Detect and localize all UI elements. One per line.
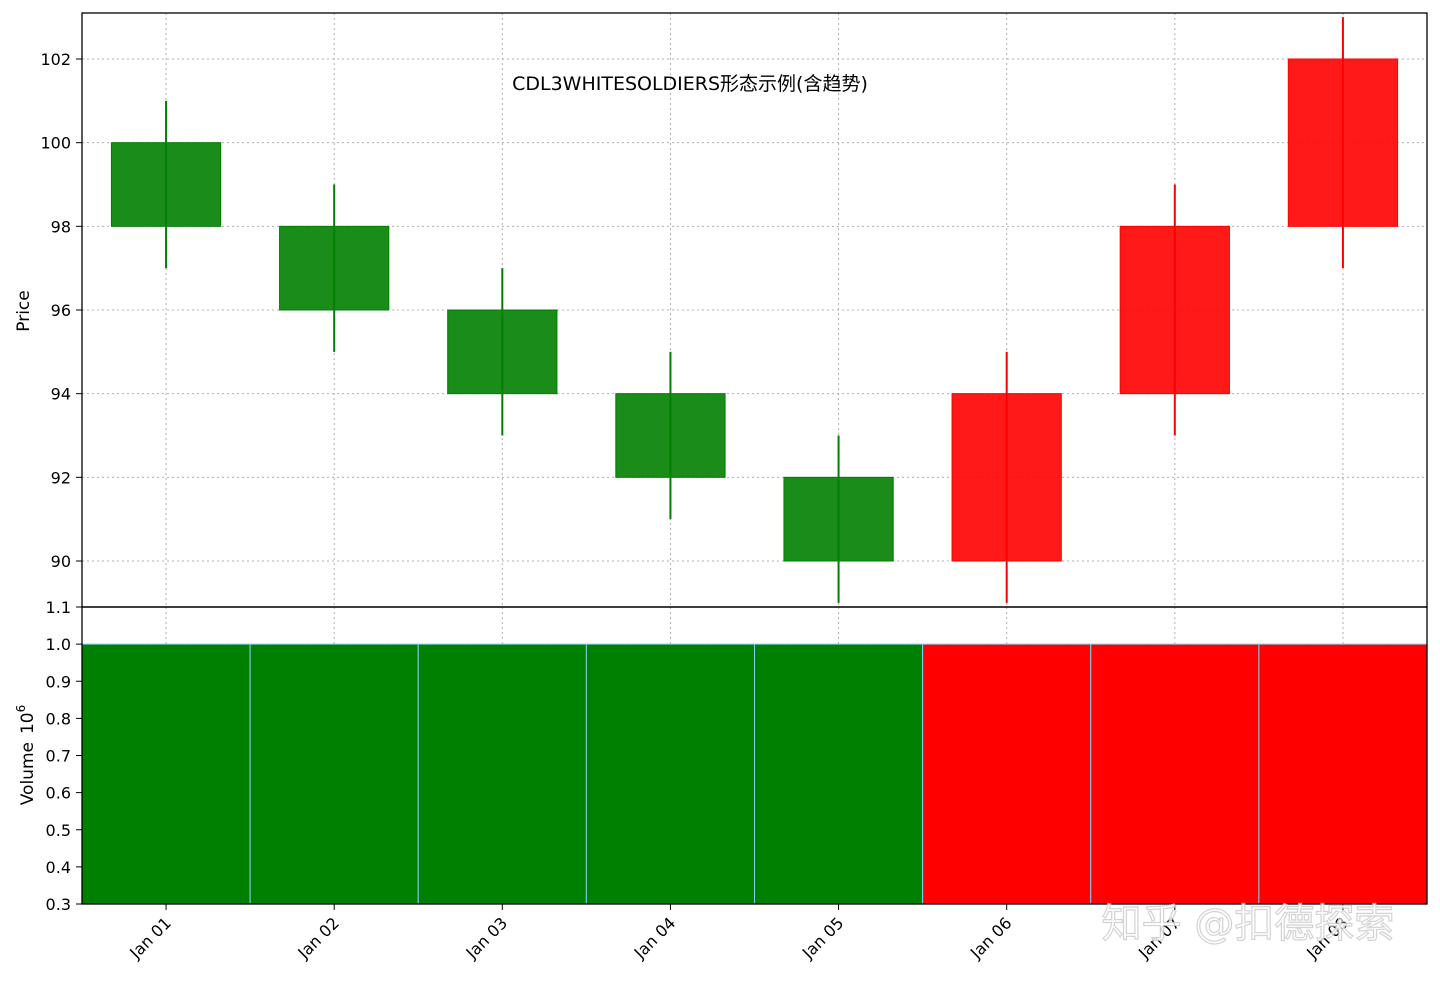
- candle-body: [279, 225, 390, 311]
- x-tick-label: Jan 02: [293, 913, 343, 963]
- x-tick-label: Jan 05: [798, 913, 848, 963]
- candle-body: [1287, 58, 1399, 227]
- volume-y-tick-label: 1.0: [46, 635, 71, 654]
- volume-y-tick-label: 0.3: [46, 895, 71, 914]
- watermark: 知乎 @扣德探索: [1102, 901, 1395, 947]
- volume-y-tick-label: 0.7: [46, 747, 71, 766]
- volume-bar: [249, 643, 419, 905]
- volume-bar: [81, 643, 251, 905]
- x-tick-label: Jan 04: [630, 913, 680, 963]
- volume-y-tick-label: 0.9: [46, 672, 71, 691]
- price-y-tick-label: 102: [40, 50, 71, 69]
- volume-bar: [585, 643, 755, 905]
- volume-y-tick-label: 0.4: [46, 858, 71, 877]
- price-y-tick-label: 98: [51, 217, 71, 236]
- volume-scale-exponent: 6: [14, 705, 28, 713]
- price-y-tick-label: 90: [51, 552, 71, 571]
- chart-title: CDL3WHITESOLDIERS形态示例(含趋势): [512, 73, 868, 95]
- volume-bar: [1090, 643, 1260, 905]
- volume-bar: [754, 643, 924, 905]
- volume-bars: [81, 643, 1428, 905]
- candle-body: [615, 393, 726, 478]
- x-tick-label: Jan 01: [125, 913, 175, 963]
- price-y-tick-label: 100: [40, 134, 71, 153]
- candle-body: [447, 309, 558, 395]
- volume-label-text: Volume: [18, 742, 38, 805]
- price-y-ticks: 90 92 94 96 98 100 102: [40, 50, 82, 571]
- candle-body: [110, 142, 222, 227]
- volume-y-axis-label: Volume 106: [14, 705, 38, 806]
- volume-bar: [1258, 643, 1428, 905]
- volume-y-tick-label: 0.6: [46, 784, 71, 803]
- x-tick-label: Jan 03: [462, 913, 512, 963]
- price-y-tick-label: 94: [51, 385, 71, 404]
- volume-y-tick-label: 0.5: [46, 821, 71, 840]
- price-y-tick-label: 92: [51, 468, 71, 487]
- x-tick-label: Jan 06: [966, 913, 1016, 963]
- candle-body: [951, 393, 1062, 562]
- price-y-tick-label: 96: [51, 301, 71, 320]
- price-y-axis-label: Price: [14, 290, 34, 331]
- volume-y-tick-label: 0.8: [46, 709, 71, 728]
- volume-bar: [922, 643, 1092, 905]
- volume-scale-base: 10: [18, 712, 38, 734]
- candles: [110, 17, 1399, 603]
- volume-y-tick-label: 1.1: [46, 598, 71, 617]
- volume-bar: [417, 643, 587, 905]
- volume-y-ticks: 0.3 0.4 0.5 0.6 0.7 0.8 0.9 1.0 1.1: [46, 598, 82, 914]
- candle-body: [783, 476, 894, 562]
- candle-body: [1119, 225, 1230, 395]
